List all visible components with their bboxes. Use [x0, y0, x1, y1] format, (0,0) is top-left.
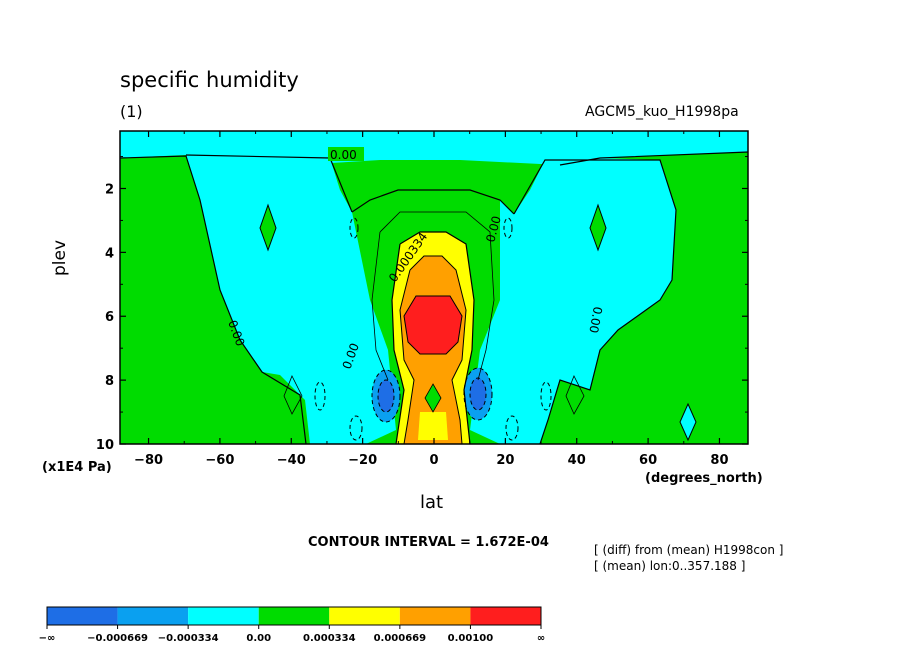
x-tick-label: −40 — [277, 453, 306, 468]
note-mean: [ (mean) lon:0..357.188 ] — [594, 559, 746, 573]
y-tick-label: 8 — [105, 374, 114, 389]
colorbar-swatch — [47, 607, 118, 625]
y-tick-label: 10 — [96, 438, 114, 453]
contour-label: 0.00 — [483, 214, 503, 243]
x-tick-label: 0 — [429, 453, 438, 468]
colorbar-label: −∞ — [39, 633, 56, 644]
colorbar-label: 0.00 — [246, 633, 271, 644]
colorbar-frame — [46, 606, 542, 626]
colorbar: −∞ −0.000669 −0.000334 0.00 0.000334 0.000669… — [39, 606, 545, 644]
colorbar-label: 0.000669 — [374, 633, 427, 644]
colorbar-label: 0.00100 — [448, 633, 494, 644]
contour-interval: CONTOUR INTERVAL = 1.672E-04 — [308, 535, 549, 550]
colorbar-swatch — [188, 607, 259, 625]
colorbar-swatch — [399, 607, 471, 625]
colorbar-swatch — [117, 607, 189, 625]
colorbar-swatch — [258, 607, 330, 625]
x-axis-label: lat — [420, 492, 444, 513]
colorbar-label: −0.000669 — [87, 633, 148, 644]
colorbar-label: ∞ — [537, 633, 545, 644]
y-tick-label: 2 — [105, 182, 114, 197]
y-tick-label: 4 — [105, 246, 114, 261]
contour-label: 0.00 — [586, 305, 604, 334]
x-tick-label: −20 — [348, 453, 377, 468]
colorbar-swatch — [470, 607, 541, 625]
colorbar-swatch — [329, 607, 400, 625]
note-diff: [ (diff) from (mean) H1998con ] — [594, 543, 784, 557]
chart-subtitle: (1) — [120, 102, 143, 121]
x-tick-label: 80 — [710, 453, 728, 468]
y-axis-unit: (x1E4 Pa) — [42, 460, 112, 475]
run-name: AGCM5_kuo_H1998pa — [585, 104, 739, 120]
y-tick-label: 6 — [105, 310, 114, 325]
contour-fill — [120, 131, 748, 444]
colorbar-label: 0.000334 — [303, 633, 356, 644]
contour-label: 0.00 — [330, 148, 357, 162]
x-axis-unit: (degrees_north) — [645, 471, 763, 486]
x-tick-label: 40 — [568, 453, 586, 468]
x-tick-label: 60 — [639, 453, 657, 468]
contour-lines — [120, 151, 748, 444]
x-tick-label: −80 — [134, 453, 163, 468]
chart-title: specific humidity — [120, 68, 299, 92]
colorbar-label: −0.000334 — [158, 633, 219, 644]
x-tick-label: −60 — [205, 453, 234, 468]
axes: −80 −60 −40 −20 0 20 40 60 80 2 4 6 8 10 — [96, 131, 748, 468]
x-tick-label: 20 — [496, 453, 514, 468]
